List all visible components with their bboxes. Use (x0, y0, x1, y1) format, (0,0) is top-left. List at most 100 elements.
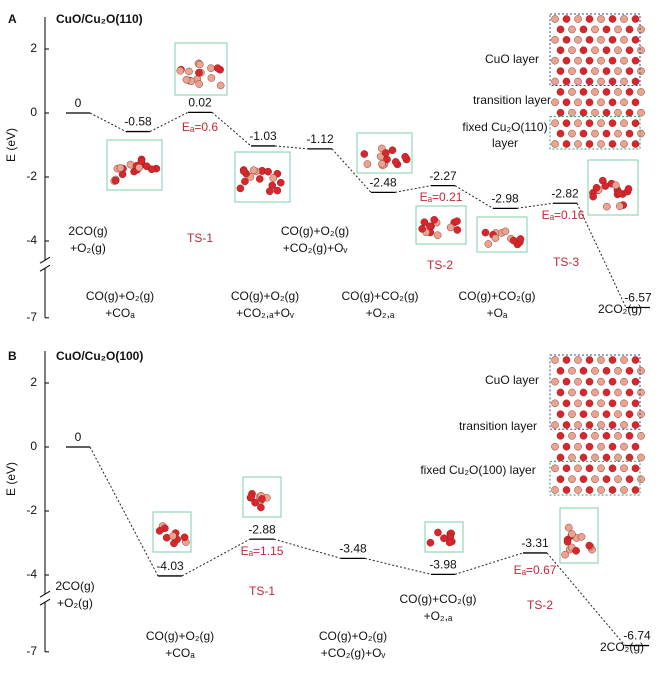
atom (602, 475, 611, 483)
atom (620, 98, 628, 107)
atom (631, 399, 640, 408)
atom (564, 523, 573, 532)
atom (625, 46, 634, 55)
species-label: 2CO(g) (68, 224, 107, 238)
atom (597, 36, 605, 44)
energy-label: -3.48 (339, 542, 367, 556)
atom (637, 367, 645, 375)
atom (631, 119, 640, 127)
atom (631, 356, 640, 364)
atom (620, 15, 628, 23)
atom (562, 377, 571, 386)
atom (446, 223, 455, 232)
layer-label: transition layer (459, 419, 537, 433)
barrier-label: Eₐ=0.16 (542, 208, 585, 222)
atom (611, 181, 620, 190)
panel: A CuO/Cu₂O(110) 2 0 -2 -4 -7 E (eV) 0 -0.58 0.02 -1… (4, 12, 652, 324)
axis-break (39, 598, 51, 606)
atom (631, 140, 640, 148)
atom (180, 533, 189, 542)
atom (591, 46, 599, 55)
atom (579, 410, 588, 418)
atom (239, 167, 248, 176)
atom (568, 67, 576, 75)
species-label: +COₐ (165, 646, 195, 660)
atom (585, 356, 594, 364)
atom (276, 178, 285, 187)
connector (331, 148, 372, 193)
energy-label: -2.98 (491, 192, 519, 206)
atom (556, 388, 565, 397)
species-label: CO(g)+O₂(g) (86, 289, 154, 303)
layer-label: transition layer (473, 93, 551, 107)
atom (585, 464, 594, 473)
atom (591, 25, 599, 34)
atom (608, 36, 617, 44)
atom (562, 140, 571, 148)
atom (585, 442, 594, 451)
atom (551, 464, 559, 473)
panel-label: A (8, 12, 17, 26)
atom (591, 432, 599, 440)
atom (631, 77, 640, 86)
atom (592, 183, 601, 192)
atom (614, 410, 622, 418)
atom (602, 410, 611, 418)
atom (568, 475, 576, 483)
atom (620, 421, 628, 429)
atom (574, 356, 582, 364)
atom (608, 486, 617, 494)
atom (556, 475, 565, 483)
atom (213, 64, 222, 72)
atom (556, 432, 565, 440)
atom (264, 167, 272, 176)
atom (268, 181, 277, 190)
atom (381, 149, 390, 157)
atom (608, 464, 617, 473)
atom (572, 546, 580, 555)
atom (597, 15, 605, 23)
atom (608, 98, 617, 107)
atom (614, 25, 622, 34)
barrier-label: Eₐ=0.6 (182, 120, 218, 134)
atom (597, 377, 605, 386)
atom (556, 453, 565, 462)
atom (620, 56, 628, 65)
species-label: +COₐ (105, 306, 135, 320)
atom (591, 67, 599, 75)
atom (625, 410, 634, 418)
atom (562, 442, 571, 451)
energy-label: 0 (75, 96, 82, 110)
atom (602, 108, 611, 117)
atom (491, 234, 500, 242)
atom (625, 453, 634, 462)
atom (631, 36, 640, 44)
panel-title: CuO/Cu₂O(110) (56, 12, 143, 26)
atom (625, 129, 634, 138)
atom (574, 56, 582, 65)
atom (433, 231, 442, 240)
axis-break (39, 590, 51, 598)
atom (236, 184, 245, 193)
atom (562, 486, 571, 494)
atom (637, 432, 645, 440)
layer-label: CuO layer (485, 373, 539, 387)
atom (616, 202, 624, 210)
atom (597, 98, 605, 107)
ts-label: TS-1 (187, 231, 213, 245)
atom (551, 356, 559, 364)
atom (597, 140, 605, 148)
energy-label: -1.12 (306, 132, 334, 146)
atom (608, 119, 617, 127)
atom (195, 68, 203, 77)
connector (576, 203, 627, 308)
atom (574, 464, 582, 473)
atom (625, 88, 634, 96)
ts-label: TS-2 (527, 598, 553, 612)
atom (631, 486, 640, 494)
atom (597, 421, 605, 429)
atom (579, 367, 588, 375)
atom (620, 119, 628, 127)
atom (551, 399, 559, 408)
species-label: 2CO₂(g) (600, 640, 644, 654)
